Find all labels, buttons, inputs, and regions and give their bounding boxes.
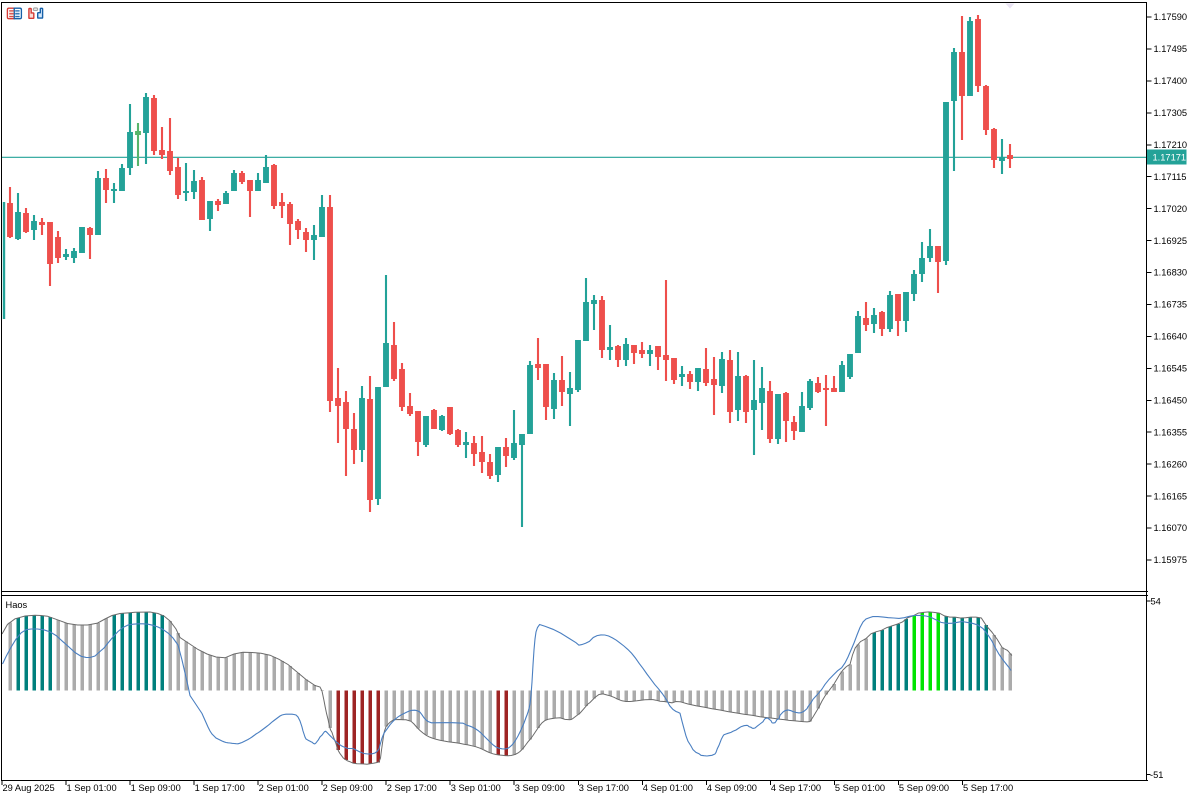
svg-text:1.17590: 1.17590 bbox=[1154, 12, 1188, 22]
svg-text:1.17115: 1.17115 bbox=[1154, 172, 1187, 182]
svg-text:5 Sep 17:00: 5 Sep 17:00 bbox=[963, 783, 1013, 793]
svg-text:4 Sep 17:00: 4 Sep 17:00 bbox=[771, 783, 821, 793]
svg-text:1.16830: 1.16830 bbox=[1154, 268, 1188, 278]
svg-text:5 Sep 09:00: 5 Sep 09:00 bbox=[899, 783, 949, 793]
svg-text:2 Sep 01:00: 2 Sep 01:00 bbox=[259, 783, 309, 793]
svg-text:1.17171: 1.17171 bbox=[1153, 153, 1187, 163]
svg-text:1.16260: 1.16260 bbox=[1154, 459, 1188, 469]
svg-text:4 Sep 09:00: 4 Sep 09:00 bbox=[707, 783, 757, 793]
svg-text:3 Sep 01:00: 3 Sep 01:00 bbox=[451, 783, 501, 793]
svg-text:1.16640: 1.16640 bbox=[1154, 332, 1188, 342]
svg-text:1.16070: 1.16070 bbox=[1154, 523, 1188, 533]
svg-text:1.16165: 1.16165 bbox=[1154, 491, 1188, 501]
svg-text:3 Sep 17:00: 3 Sep 17:00 bbox=[579, 783, 629, 793]
svg-text:1.16450: 1.16450 bbox=[1154, 396, 1188, 406]
svg-text:1.17305: 1.17305 bbox=[1154, 108, 1188, 118]
svg-text:4 Sep 01:00: 4 Sep 01:00 bbox=[643, 783, 693, 793]
svg-text:1.17495: 1.17495 bbox=[1154, 44, 1188, 54]
svg-text:3 Sep 09:00: 3 Sep 09:00 bbox=[515, 783, 565, 793]
svg-text:1 Sep 01:00: 1 Sep 01:00 bbox=[67, 783, 117, 793]
svg-text:1.17400: 1.17400 bbox=[1154, 76, 1188, 86]
svg-text:Haos: Haos bbox=[6, 600, 28, 610]
svg-text:1.15975: 1.15975 bbox=[1154, 555, 1188, 565]
svg-text:2 Sep 09:00: 2 Sep 09:00 bbox=[323, 783, 373, 793]
svg-text:2 Sep 17:00: 2 Sep 17:00 bbox=[387, 783, 437, 793]
svg-text:1 Sep 09:00: 1 Sep 09:00 bbox=[131, 783, 181, 793]
svg-text:1.17210: 1.17210 bbox=[1154, 140, 1188, 150]
svg-text:54: 54 bbox=[1151, 596, 1161, 606]
svg-text:1.16355: 1.16355 bbox=[1154, 427, 1188, 437]
svg-text:1.17020: 1.17020 bbox=[1154, 204, 1188, 214]
svg-text:1 Sep 17:00: 1 Sep 17:00 bbox=[195, 783, 245, 793]
svg-text:1.16545: 1.16545 bbox=[1154, 364, 1188, 374]
svg-text:1.16735: 1.16735 bbox=[1154, 300, 1188, 310]
svg-text:1.16925: 1.16925 bbox=[1154, 236, 1188, 246]
svg-text:29 Aug 2025: 29 Aug 2025 bbox=[3, 783, 55, 793]
svg-text:5 Sep 01:00: 5 Sep 01:00 bbox=[835, 783, 885, 793]
svg-text:-51: -51 bbox=[1150, 770, 1163, 780]
